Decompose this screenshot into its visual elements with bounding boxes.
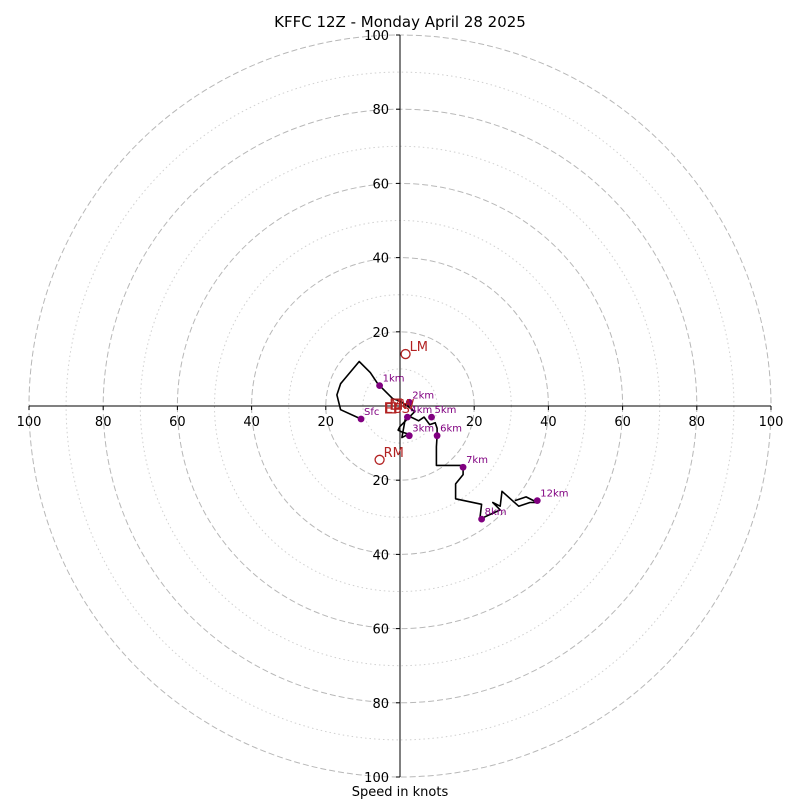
chart-title: KFFC 12Z - Monday April 28 2025 (274, 13, 526, 31)
y-tick-label-1: 80 (372, 103, 389, 118)
tick-labels: 100 80 60 40 20 20 40 60 80 100 100 80 60 40 20 20 40 60 8… (17, 29, 784, 786)
x-tick-label-7: 40 (540, 415, 557, 430)
height-point-6km (433, 432, 441, 440)
x-tick-label-1: 80 (95, 415, 112, 430)
height-point-Sfc (357, 415, 365, 423)
y-tick-label-8: 80 (372, 697, 389, 712)
x-tick-label-2: 60 (169, 415, 186, 430)
height-label-1km: 1km (383, 374, 405, 385)
x-tick-label-8: 60 (614, 415, 631, 430)
height-point-1km (376, 382, 383, 389)
height-label-2km: 2km (412, 390, 434, 401)
y-tick-label-5: 20 (372, 474, 389, 489)
y-tick-label-4: 20 (372, 326, 389, 341)
x-axis-label: Speed in knots (352, 785, 449, 800)
x-tick-label-3: 40 (243, 415, 260, 430)
motion-label-LM: LM (410, 340, 428, 355)
hodograph-line (336, 360, 539, 521)
height-point-4km (404, 413, 411, 421)
x-tick-label-6: 20 (466, 415, 483, 430)
x-tick-label-4: 20 (318, 415, 335, 430)
x-tick-label-10: 100 (759, 415, 784, 430)
y-tick-label-0: 100 (364, 29, 389, 44)
height-point-8km (478, 515, 486, 523)
x-tick-label-0: 100 (17, 415, 42, 430)
motion-marker-EBS (385, 402, 397, 414)
height-label-12km: 12km (540, 489, 568, 500)
height-label-6km: 6km (440, 424, 462, 435)
x-tick-label-9: 80 (689, 415, 706, 430)
motion-marker-RM (374, 454, 385, 465)
height-point-2km (405, 398, 413, 406)
height-label-Sfc: Sfc (364, 407, 379, 418)
y-tick-label-9: 100 (364, 771, 389, 786)
height-label-8km: 8km (485, 507, 507, 518)
hodograph-series: Sfc 1km 2km 3km 4km 5km 6km 7km 8km 12km (336, 360, 569, 523)
height-label-3km: 3km (412, 424, 434, 435)
height-point-3km (405, 432, 413, 440)
y-tick-label-2: 60 (372, 177, 389, 192)
height-point-5km (428, 413, 435, 421)
motion-marker-LM (400, 348, 411, 360)
y-tick-label-6: 40 (372, 548, 389, 563)
y-tick-label-3: 40 (372, 252, 389, 267)
height-label-5km: 5km (435, 405, 457, 416)
motion-label-EBS: EBS (385, 402, 410, 417)
motion-label-RM: RM (384, 446, 404, 461)
height-point-12km (533, 497, 541, 505)
height-label-7km: 7km (466, 455, 488, 466)
height-point-7km (459, 463, 467, 471)
height-label-4km: 4km (410, 405, 432, 416)
y-tick-label-7: 60 (372, 623, 389, 638)
